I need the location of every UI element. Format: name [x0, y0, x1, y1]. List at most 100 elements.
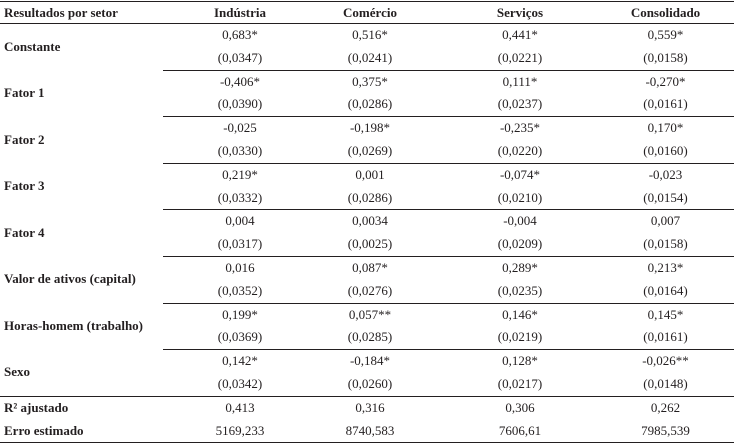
standard-error-cell: (0,0390)	[217, 96, 263, 112]
standard-error-cell: (0,0221)	[497, 49, 543, 65]
table-row: Fator 3 0,219* 0,001 -0,074* -0,023	[0, 162, 734, 193]
coefficient-cell: 0,087*	[317, 255, 423, 280]
standard-error-cell: (0,0164)	[643, 282, 688, 298]
coefficient-cell: -0,184*	[317, 349, 423, 373]
table-row-se: (0,0347) (0,0241) (0,0221) (0,0158)	[0, 47, 734, 70]
coefficient-cell: 0,016	[163, 255, 317, 280]
standard-error-cell: (0,0241)	[347, 49, 393, 65]
standard-error-cell: (0,0025)	[347, 236, 393, 252]
standard-error-cell: (0,0369)	[217, 329, 263, 345]
coefficient-cell: 0,170*	[617, 116, 734, 140]
standard-error-cell: (0,0210)	[497, 189, 543, 205]
coefficient-cell: 0,142*	[163, 349, 317, 373]
standard-error-cell: (0,0160)	[643, 142, 688, 158]
coefficient-cell: -0,270*	[617, 69, 734, 94]
standard-error-cell: (0,0209)	[497, 236, 543, 252]
stat-value: 7606,61	[498, 422, 542, 438]
row-label: Fator 2	[4, 131, 45, 147]
coefficient-cell: 0,057**	[317, 302, 423, 327]
standard-error-cell: (0,0217)	[497, 375, 543, 391]
coefficient-cell: 0,145*	[617, 302, 734, 327]
standard-error-cell: (0,0237)	[497, 96, 543, 112]
table-row-se: (0,0352) (0,0276) (0,0235) (0,0164)	[0, 280, 734, 303]
standard-error-cell: (0,0347)	[217, 49, 263, 65]
stat-label: Erro estimado	[4, 422, 84, 438]
coefficient-cell: -0,074*	[423, 162, 617, 187]
standard-error-cell: (0,0219)	[497, 329, 543, 345]
coefficient-cell: -0,026**	[617, 349, 734, 373]
table-row-se: (0,0369) (0,0285) (0,0219) (0,0161)	[0, 326, 734, 349]
coefficient-cell: 0,199*	[163, 302, 317, 327]
row-label: Horas-homem (trabalho)	[4, 317, 144, 333]
stat-value: 0,262	[617, 395, 734, 420]
standard-error-cell: (0,0352)	[217, 282, 263, 298]
table-row-se: (0,0332) (0,0286) (0,0210) (0,0154)	[0, 187, 734, 210]
header-consolidado: Consolidado	[617, 1, 734, 24]
coefficient-cell: 0,146*	[423, 302, 617, 327]
stat-value: 8740,583	[345, 422, 395, 438]
table-body: Constante 0,683* 0,516* 0,441* 0,559* (0,0347…	[0, 24, 734, 443]
stat-value: 7985,539	[641, 422, 690, 438]
standard-error-cell: (0,0158)	[643, 49, 688, 65]
coefficient-cell: 0,516*	[352, 27, 388, 42]
stats-row: R² ajustado 0,413 0,316 0,306 0,262	[0, 395, 734, 420]
table-row-se: (0,0330) (0,0269) (0,0220) (0,0160)	[0, 140, 734, 163]
header-industria: Indústria	[163, 1, 317, 24]
coefficient-cell: -0,406*	[163, 69, 317, 94]
standard-error-cell: (0,0332)	[217, 189, 263, 205]
standard-error-cell: (0,0285)	[347, 329, 393, 345]
standard-error-cell: (0,0235)	[497, 282, 543, 298]
coefficient-cell: 0,128*	[423, 349, 617, 373]
standard-error-cell: (0,0220)	[497, 142, 543, 158]
table-row: Horas-homem (trabalho) 0,199* 0,057** 0,146…	[0, 302, 734, 333]
table-row: Fator 4 0,004 0,0034 -0,004 0,007	[0, 209, 734, 240]
header-label: Resultados por setor	[0, 1, 163, 24]
table-row: Sexo 0,142* -0,184* 0,128* -0,026**	[0, 349, 734, 379]
coefficient-cell: 0,289*	[423, 255, 617, 280]
standard-error-cell: (0,0158)	[643, 236, 688, 252]
coefficient-cell: 0,007	[617, 209, 734, 234]
coefficient-cell: -0,198*	[317, 116, 423, 140]
row-label: Fator 3	[4, 178, 45, 194]
standard-error-cell: (0,0342)	[217, 375, 263, 391]
standard-error-cell: (0,0148)	[643, 375, 688, 391]
row-label: Sexo	[4, 364, 30, 380]
coefficient-cell: 0,441*	[502, 27, 538, 42]
standard-error-cell: (0,0286)	[347, 189, 393, 205]
table-row: Constante 0,683* 0,516* 0,441* 0,559*	[0, 24, 734, 54]
stat-value: 5169,233	[215, 422, 265, 438]
standard-error-cell: (0,0260)	[347, 375, 393, 391]
table-row-se: (0,0390) (0,0286) (0,0237) (0,0161)	[0, 93, 734, 116]
coefficient-cell: -0,004	[423, 209, 617, 234]
coefficient-cell: 0,375*	[317, 69, 423, 94]
coefficient-cell: 0,219*	[163, 162, 317, 187]
header-comercio: Comércio	[317, 1, 423, 24]
table-row: Valor de ativos (capital) 0,016 0,087* 0,28…	[0, 255, 734, 286]
standard-error-cell: (0,0269)	[347, 142, 393, 158]
standard-error-cell: (0,0330)	[217, 142, 263, 158]
coefficient-cell: -0,025	[163, 116, 317, 140]
row-label: Valor de ativos (capital)	[4, 271, 136, 287]
header-servicos: Serviços	[423, 1, 617, 24]
coefficient-cell: 0,111*	[423, 69, 617, 94]
coefficient-cell: 0,001	[317, 162, 423, 187]
stat-value: 0,316	[317, 395, 423, 420]
standard-error-cell: (0,0317)	[217, 236, 263, 252]
coefficient-cell: 0,004	[163, 209, 317, 234]
stats-row: Erro estimado 5169,233 8740,583 7606,61 7985…	[0, 420, 734, 443]
coefficient-cell: 0,559*	[647, 27, 684, 42]
stat-label: R² ajustado	[0, 395, 163, 420]
table-row-se: (0,0342) (0,0260) (0,0217) (0,0148)	[0, 373, 734, 396]
standard-error-cell: (0,0154)	[643, 189, 688, 205]
standard-error-cell: (0,0286)	[347, 96, 393, 112]
table-row: Fator 2 -0,025 -0,198* -0,235* 0,170*	[0, 116, 734, 147]
standard-error-cell: (0,0161)	[643, 96, 688, 112]
standard-error-cell: (0,0276)	[347, 282, 393, 298]
coefficient-cell: 0,0034	[317, 209, 423, 234]
row-label: Constante	[4, 38, 61, 54]
header-row: Resultados por setor Indústria Comércio …	[0, 1, 734, 24]
coefficient-cell: -0,023	[617, 162, 734, 187]
table-row: Fator 1 -0,406* 0,375* 0,111* -0,270*	[0, 69, 734, 100]
row-label: Fator 1	[4, 84, 45, 100]
